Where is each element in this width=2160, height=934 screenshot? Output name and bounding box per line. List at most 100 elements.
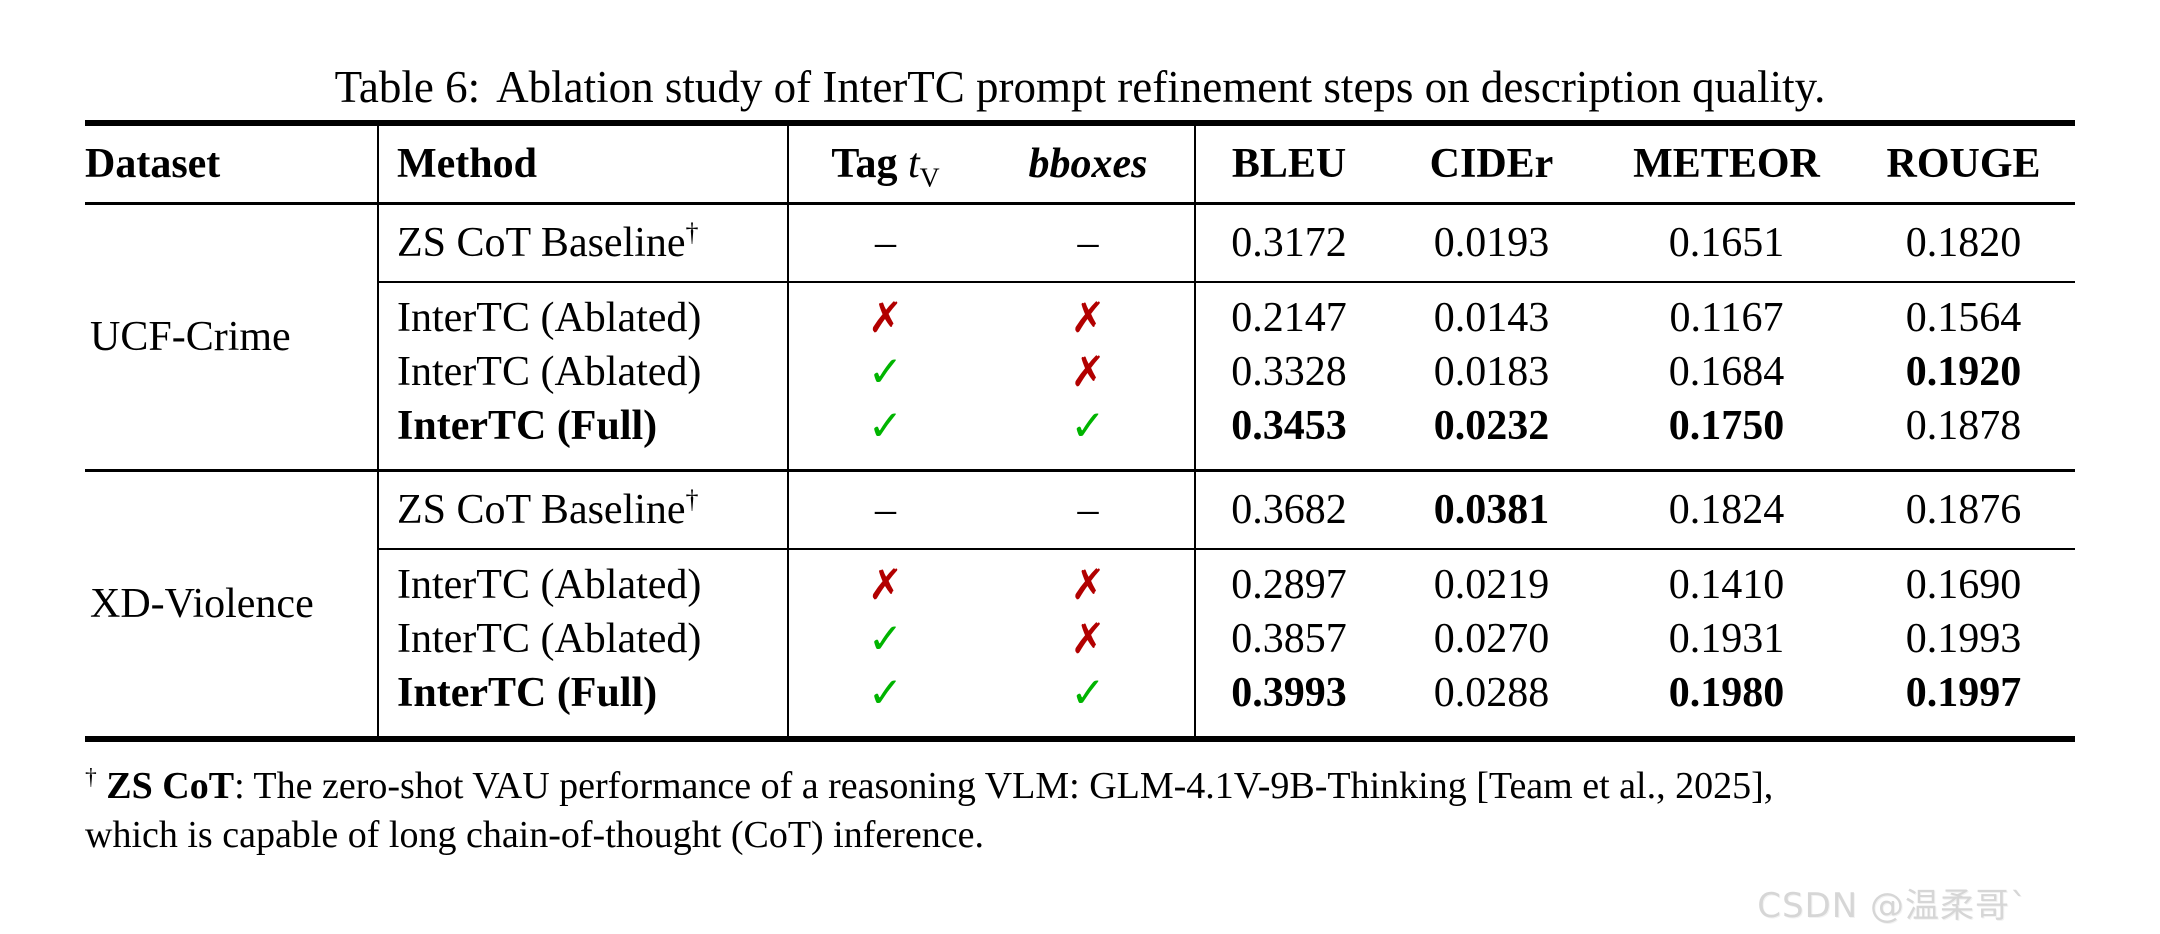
tag-math-var: t — [907, 141, 920, 187]
ablation-results-table: Dataset Method Tag tV bboxes BLEU CIDEr … — [85, 120, 2075, 742]
rouge-cell: 0.1820 — [1905, 220, 2022, 266]
tag-mark-cell: ✗ — [787, 281, 982, 345]
cross-icon: ✗ — [1070, 347, 1106, 396]
bleu-cell: 0.3172 — [1194, 203, 1382, 282]
table-caption: Table 6: Ablation study of InterTC prompt… — [85, 60, 2075, 114]
meteor-cell: 0.1167 — [1601, 281, 1852, 345]
cider-cell: 0.0183 — [1433, 349, 1550, 395]
rouge-cell: 0.1920 — [1905, 349, 2022, 395]
col-header-bleu: BLEU — [1194, 123, 1382, 205]
tag-mark-cell: ✗ — [787, 548, 982, 612]
method-cell: ZS CoT Baseline† — [377, 469, 788, 549]
cross-icon: ✗ — [1070, 614, 1106, 663]
meteor-cell: 0.1651 — [1668, 220, 1785, 266]
dataset-label-ucf: UCF-Crime — [90, 314, 291, 360]
rouge-cell: 0.1876 — [1852, 469, 2075, 549]
bbox-mark-cell: ✗ — [982, 281, 1195, 345]
meteor-cell: 0.1931 — [1668, 616, 1785, 662]
col-header-rouge: ROUGE — [1852, 123, 2075, 205]
bbox-mark-cell: – — [1077, 220, 1099, 266]
check-icon: ✓ — [1070, 401, 1106, 450]
meteor-cell: 0.1980 — [1668, 670, 1785, 716]
check-icon: ✓ — [867, 668, 904, 717]
cider-cell: 0.0232 — [1433, 403, 1550, 449]
bbox-mark-cell: ✗ — [982, 612, 1195, 666]
check-icon: ✓ — [867, 614, 904, 663]
meteor-cell: 0.1684 — [1668, 349, 1785, 395]
table-row-ucf-baseline: UCF-Crime ZS CoT Baseline† – – 0.3172 0.… — [85, 203, 2075, 360]
bleu-cell: 0.2897 — [1194, 548, 1382, 612]
check-icon: ✓ — [867, 401, 904, 450]
tag-mark-cell: ✓ — [787, 612, 982, 666]
rouge-cell: 0.1993 — [1905, 616, 2022, 662]
tag-mark-cell: ✓ — [787, 345, 982, 399]
method-cell: InterTC (Ablated) — [377, 548, 788, 612]
tag-math-sub: V — [919, 161, 940, 193]
table-row: InterTC (Full) ✓ ✓ 0.3993 0.0288 0.1980 … — [85, 666, 2075, 739]
method-cell: InterTC (Ablated) — [377, 281, 788, 345]
col-header-cider: CIDEr — [1382, 123, 1601, 205]
footnote-dagger: † — [85, 764, 97, 791]
bbox-mark-cell: ✗ — [982, 345, 1195, 399]
bbox-mark-cell: ✓ — [982, 399, 1195, 471]
check-icon: ✓ — [1070, 668, 1106, 717]
dagger-mark: † — [685, 218, 699, 247]
tag-label: Tag — [831, 141, 898, 187]
col-header-method: Method — [377, 123, 788, 205]
tag-mark-cell: – — [787, 469, 982, 549]
cross-icon: ✗ — [1070, 560, 1106, 609]
footnote-term: ZS CoT — [106, 765, 235, 807]
cider-cell: 0.0270 — [1433, 616, 1550, 662]
meteor-cell: 0.1410 — [1601, 548, 1852, 612]
tag-mark-cell: ✓ — [787, 666, 982, 739]
col-header-meteor: METEOR — [1601, 123, 1852, 205]
table-row: InterTC (Ablated) ✗ ✗ 0.2147 0.0143 0.11… — [85, 281, 2075, 345]
meteor-cell: 0.1824 — [1601, 469, 1852, 549]
col-header-tag: Tag tV — [787, 123, 982, 205]
check-icon: ✓ — [867, 347, 904, 396]
bleu-cell: 0.3328 — [1194, 345, 1382, 399]
bleu-cell: 0.3682 — [1194, 469, 1382, 549]
tag-mark-cell: ✓ — [787, 399, 982, 471]
method-cell: InterTC (Full) — [377, 666, 788, 739]
method-cell: InterTC (Ablated) — [377, 345, 788, 399]
caption-label: Table 6: — [334, 62, 481, 112]
table-row: InterTC (Ablated) ✓ ✗ 0.3857 0.0270 0.19… — [85, 612, 2075, 666]
caption-text: Ablation study of InterTC prompt refinem… — [496, 62, 1826, 112]
footnote-line1: : The zero-shot VAU performance of a rea… — [234, 765, 1774, 807]
footnote-line2: which is capable of long chain-of-though… — [85, 814, 985, 857]
header-row: Dataset Method Tag tV bboxes BLEU CIDEr … — [85, 123, 2075, 205]
dataset-label-xd: XD-Violence — [85, 469, 378, 739]
cider-cell: 0.0219 — [1382, 548, 1601, 612]
table-row-xd-baseline: XD-Violence ZS CoT Baseline† – – 0.3682 … — [85, 469, 2075, 739]
bleu-cell: 0.3453 — [1194, 399, 1382, 471]
meteor-cell: 0.1750 — [1668, 403, 1785, 449]
bleu-cell: 0.3857 — [1194, 612, 1382, 666]
method-cell: InterTC (Full) — [377, 399, 788, 471]
table-row: InterTC (Ablated) ✗ ✗ 0.2897 0.0219 0.14… — [85, 548, 2075, 612]
col-header-bboxes: bboxes — [982, 123, 1195, 205]
bbox-mark-cell: ✓ — [982, 666, 1195, 739]
method-cell: InterTC (Ablated) — [377, 612, 788, 666]
rouge-cell: 0.1997 — [1905, 670, 2022, 716]
table-row: InterTC (Ablated) ✓ ✗ 0.3328 0.0183 0.16… — [85, 345, 2075, 399]
bbox-mark-cell: ✗ — [982, 548, 1195, 612]
bleu-cell: 0.3993 — [1194, 666, 1382, 739]
rouge-cell: 0.1564 — [1852, 281, 2075, 345]
cross-icon: ✗ — [1070, 293, 1106, 342]
cider-cell: 0.0288 — [1433, 670, 1550, 716]
cider-cell: 0.0193 — [1433, 220, 1550, 266]
csdn-watermark: CSDN @温柔哥` — [1757, 886, 2028, 926]
bbox-mark-cell: – — [982, 469, 1195, 549]
rouge-cell: 0.1690 — [1852, 548, 2075, 612]
bleu-cell: 0.2147 — [1194, 281, 1382, 345]
col-header-dataset: Dataset — [85, 123, 378, 205]
tag-mark-cell: – — [787, 203, 982, 282]
cider-cell: 0.0143 — [1382, 281, 1601, 345]
cross-icon: ✗ — [867, 293, 904, 342]
table-footnote: † ZS CoT: The zero-shot VAU performance … — [85, 762, 2075, 861]
method-cell: ZS CoT Baseline† — [377, 203, 788, 282]
rouge-cell: 0.1878 — [1905, 403, 2022, 449]
cross-icon: ✗ — [867, 560, 904, 609]
table-row: InterTC (Full) ✓ ✓ 0.3453 0.0232 0.1750 … — [85, 399, 2075, 471]
